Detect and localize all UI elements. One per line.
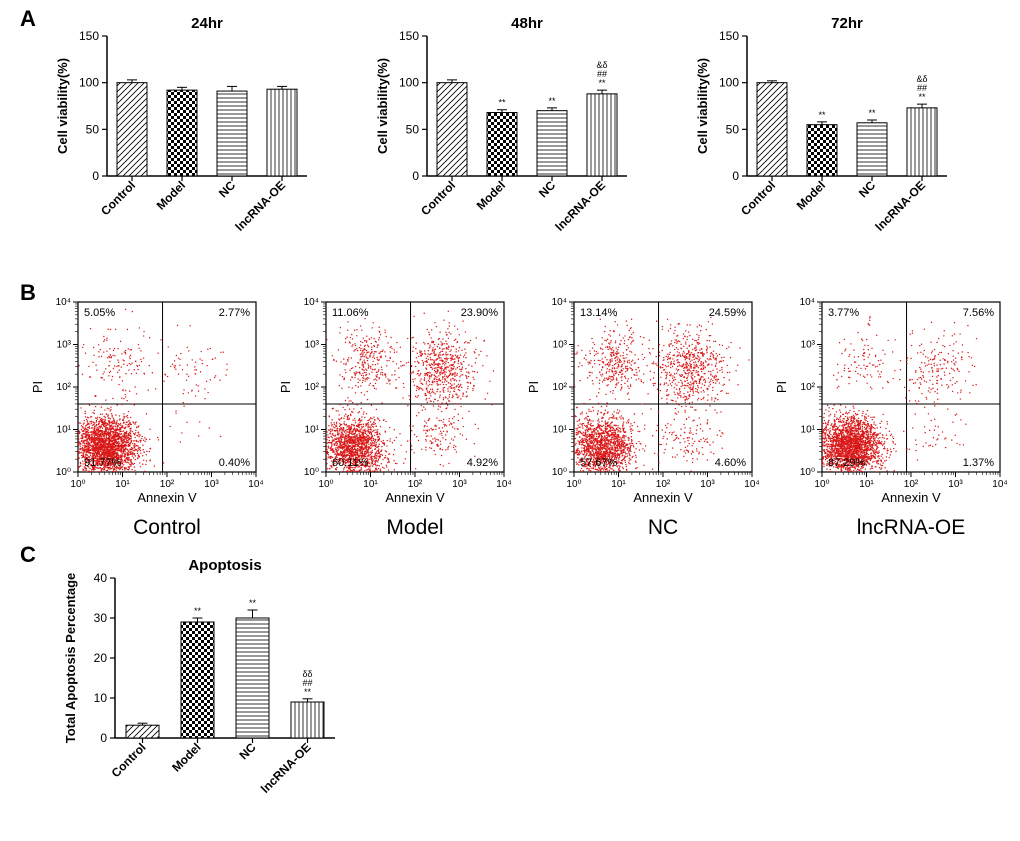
svg-text:10¹: 10¹ [115,479,130,490]
svg-text:10³: 10³ [204,479,219,490]
panel-label-c: C [20,542,36,568]
svg-text:100: 100 [399,76,419,90]
bar-chart-24hr: 0 50 100 150 Cell viability(%) 24hr Control Mod… [45,8,345,268]
svg-text:NC: NC [216,178,238,200]
svg-text:Cell viability(%): Cell viability(%) [375,58,390,154]
svg-text:**: ** [918,92,926,102]
svg-text:10³: 10³ [452,479,467,490]
svg-text:10⁴: 10⁴ [248,479,263,490]
svg-text:Model: Model [154,178,188,212]
svg-text:50: 50 [86,122,100,136]
svg-text:Control: Control [738,178,778,218]
svg-text:150: 150 [79,29,99,43]
svg-text:91.77%: 91.77% [84,457,122,469]
svg-text:Annexin V: Annexin V [385,490,445,505]
svg-text:10⁰: 10⁰ [56,467,71,478]
svg-text:10⁰: 10⁰ [70,479,85,490]
svg-text:PI: PI [278,381,293,393]
svg-text:10²: 10² [160,479,175,490]
svg-text:lncRNA-OE: lncRNA-OE [872,178,928,234]
svg-text:48hr: 48hr [511,15,543,32]
svg-text:10²: 10² [57,382,72,393]
svg-text:NC: NC [536,178,558,200]
svg-text:**: ** [818,110,826,120]
svg-text:150: 150 [399,29,419,43]
svg-text:10¹: 10¹ [305,425,320,436]
svg-text:10¹: 10¹ [363,479,378,490]
svg-text:Model: Model [794,178,828,212]
bar-chart-72hr: 0 50 100 150 Cell viability(%) 72hr Control Mod… [685,8,985,268]
svg-text:Cell viability(%): Cell viability(%) [55,58,70,154]
panel-c-chart: 010203040Total Apoptosis PercentageApopt… [45,550,405,830]
bar-chart-apoptosis: 010203040Total Apoptosis PercentageApopt… [45,550,395,830]
svg-text:24hr: 24hr [191,15,223,32]
svg-text:10²: 10² [408,479,423,490]
svg-text:Control: Control [98,178,138,218]
svg-text:**: ** [498,98,506,108]
svg-text:50: 50 [406,122,420,136]
panel-a-charts: 0 50 100 150 Cell viability(%) 24hr Control Mod… [45,8,1005,270]
svg-text:10⁴: 10⁴ [496,479,511,490]
svg-text:**: ** [868,108,876,118]
svg-text:Cell viability(%): Cell viability(%) [695,58,710,154]
svg-text:Annexin V: Annexin V [137,490,197,505]
scatter-nc: 10⁰10⁰10¹10¹10²10²10³10³10⁴10⁴Annexin VP… [526,290,766,536]
panel-b-plots: 10⁰10⁰10¹10¹10²10²10³10³10⁴10⁴Annexin VP… [30,290,1010,538]
svg-text:0: 0 [92,169,99,183]
svg-text:50: 50 [726,122,740,136]
svg-text:PI: PI [30,381,45,393]
svg-text:100: 100 [79,76,99,90]
svg-text:10⁴: 10⁴ [56,297,71,308]
svg-text:5.05%: 5.05% [84,307,115,319]
svg-text:NC: NC [856,178,878,200]
svg-text:10³: 10³ [57,340,72,351]
svg-text:10¹: 10¹ [57,425,72,436]
svg-text:10⁰: 10⁰ [318,479,333,490]
bar-chart-48hr: 0 50 100 150 Cell viability(%) 48hr Control Mod… [365,8,665,268]
scatter-oe: 10⁰10⁰10¹10¹10²10²10³10³10⁴10⁴Annexin VP… [774,290,1014,536]
svg-text:lncRNA-OE: lncRNA-OE [552,178,608,234]
svg-text:**: ** [598,78,606,88]
svg-text:**: ** [548,96,556,106]
svg-text:lncRNA-OE: lncRNA-OE [232,178,288,234]
svg-text:100: 100 [719,76,739,90]
svg-text:2.77%: 2.77% [219,307,250,319]
svg-text:0.40%: 0.40% [219,457,250,469]
svg-text:0: 0 [412,169,419,183]
svg-text:72hr: 72hr [831,15,863,32]
svg-text:10³: 10³ [305,340,320,351]
scatter-control: 10⁰10⁰ 10¹ 10¹ 10² 10² 10³ 10³ 10⁴ 10⁴ Annexin V P… [30,290,270,536]
svg-text:10⁰: 10⁰ [304,467,319,478]
panel-label-a: A [20,6,36,32]
svg-text:Control: Control [133,516,201,536]
svg-text:0: 0 [732,169,739,183]
scatter-model: 10⁰10⁰ 10¹ 10¹ 10² 10² 10³ 10³ 10⁴ 10⁴ Annexin V P… [278,290,518,536]
svg-text:150: 150 [719,29,739,43]
svg-text:Control: Control [418,178,458,218]
svg-text:10²: 10² [305,382,320,393]
svg-text:10⁴: 10⁴ [304,297,319,308]
svg-text:Model: Model [474,178,508,212]
